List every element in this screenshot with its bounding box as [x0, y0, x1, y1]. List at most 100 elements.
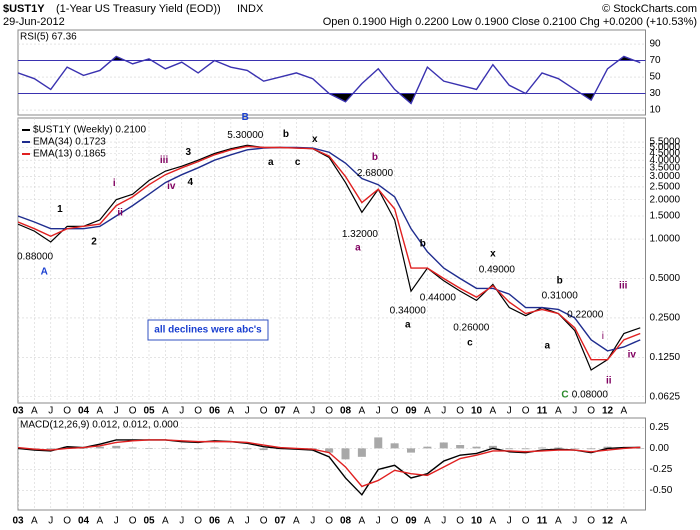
- x-tick-label: J: [310, 406, 315, 417]
- wave-label: x: [490, 249, 496, 260]
- x-tick-label: J: [441, 516, 446, 527]
- histogram-bar: [472, 446, 481, 449]
- panel-title: MACD(12,26,9) 0.012, 0.012, 0.000: [20, 420, 179, 431]
- x-tick-label: A: [490, 406, 497, 417]
- histogram-bar: [505, 448, 514, 450]
- wave-label: 4: [187, 177, 193, 188]
- histogram-bar: [423, 446, 432, 449]
- wave-label: ii: [606, 375, 612, 386]
- x-tick-label: 10: [471, 516, 483, 527]
- y-tick-label: 10: [650, 105, 662, 116]
- wave-label: x: [312, 134, 318, 145]
- macd-panel: [17, 417, 646, 511]
- x-tick-label: A: [293, 516, 300, 527]
- x-tick-label: J: [310, 516, 315, 527]
- wave-label: ii: [117, 208, 123, 219]
- x-tick-label: A: [359, 406, 366, 417]
- x-tick-label: O: [587, 406, 595, 417]
- histogram-bar: [112, 445, 121, 449]
- series-line: [18, 439, 641, 488]
- wave-label: A: [41, 267, 48, 278]
- histogram-bar: [439, 442, 448, 449]
- histogram-bar: [259, 448, 268, 451]
- x-tick-label: J: [572, 406, 577, 417]
- x-tick-label: O: [260, 406, 268, 417]
- y-tick-label: 50: [650, 72, 662, 83]
- x-tick-label: A: [359, 516, 366, 527]
- x-tick-label: 08: [340, 516, 352, 527]
- quote: Open 0.1900 High 0.2200 Low 0.1900 Close…: [323, 16, 697, 28]
- x-tick-label: 07: [274, 516, 286, 527]
- x-tick-label: 11: [537, 406, 548, 417]
- x-tick-label: O: [260, 516, 268, 527]
- y-tick-label: 4.0000: [650, 155, 681, 166]
- wave-label: 0.88000: [17, 252, 54, 263]
- legend-label: $UST1Y (Weekly) 0.2100: [33, 125, 146, 136]
- histogram-bar: [46, 448, 55, 450]
- panel-title: RSI(5) 67.36: [20, 32, 77, 43]
- histogram-bar: [488, 445, 497, 449]
- wave-label: iv: [628, 350, 637, 361]
- histogram-bar: [79, 448, 88, 449]
- histogram-bar: [341, 448, 350, 460]
- histogram-bar: [243, 448, 252, 450]
- x-tick-label: 05: [143, 406, 155, 417]
- y-tick-label: 3.0000: [650, 171, 681, 182]
- x-tick-label: J: [179, 406, 184, 417]
- y-tick-label: 5.0000: [650, 142, 681, 153]
- y-tick-label: -0.50: [650, 485, 673, 496]
- x-tick-label: O: [325, 516, 333, 527]
- series-line: [18, 146, 641, 352]
- x-tick-label: O: [129, 516, 137, 527]
- y-tick-label: 30: [650, 88, 662, 99]
- x-tick-label: O: [456, 406, 464, 417]
- x-tick-label: A: [162, 406, 169, 417]
- x-tick-label: A: [31, 516, 38, 527]
- x-tick-label: O: [391, 516, 399, 527]
- x-tick-label: O: [63, 406, 71, 417]
- x-tick-label: 08: [340, 406, 352, 417]
- exchange: INDX: [237, 3, 264, 15]
- x-tick-label: J: [179, 516, 184, 527]
- histogram-bar: [194, 448, 203, 450]
- credit: © StockCharts.com: [602, 3, 697, 15]
- x-tick-label: J: [245, 406, 250, 417]
- wave-label: b: [372, 152, 378, 163]
- wave-label: iii: [160, 155, 169, 166]
- x-tick-label: A: [97, 516, 104, 527]
- rsi-panel: [17, 29, 646, 116]
- histogram-bar: [636, 448, 645, 449]
- wave-label: i: [113, 178, 116, 189]
- x-tick-label: 03: [12, 406, 24, 417]
- histogram-bar: [538, 447, 547, 449]
- wave-label: B: [242, 112, 249, 123]
- histogram-bar: [357, 448, 366, 457]
- wave-label: 0.49000: [479, 265, 516, 276]
- x-tick-label: 06: [209, 516, 221, 527]
- x-tick-label: J: [376, 516, 381, 527]
- note-text: all declines were abc's: [154, 325, 262, 336]
- y-tick-label: 1.0000: [650, 234, 681, 245]
- histogram-bar: [145, 448, 154, 449]
- histogram-bar: [63, 446, 72, 449]
- histogram-bar: [161, 448, 170, 449]
- x-tick-label: A: [293, 406, 300, 417]
- x-tick-label: J: [376, 406, 381, 417]
- y-tick-label: 2.5000: [650, 182, 681, 193]
- histogram-bar: [521, 448, 530, 450]
- histogram-bar: [95, 446, 104, 449]
- x-tick-label: J: [507, 516, 512, 527]
- x-tick-label: A: [424, 406, 431, 417]
- series-line: [18, 55, 641, 105]
- wave-label: 0.44000: [420, 293, 457, 304]
- wave-label: a: [544, 340, 550, 351]
- x-tick-label: O: [522, 406, 530, 417]
- y-tick-label: 0.2500: [650, 313, 681, 324]
- x-tick-label: 10: [471, 406, 483, 417]
- x-tick-label: A: [228, 516, 235, 527]
- x-tick-label: O: [325, 406, 333, 417]
- x-tick-label: O: [391, 406, 399, 417]
- wave-label: 3: [186, 147, 192, 158]
- wave-label: 0.34000: [390, 305, 427, 316]
